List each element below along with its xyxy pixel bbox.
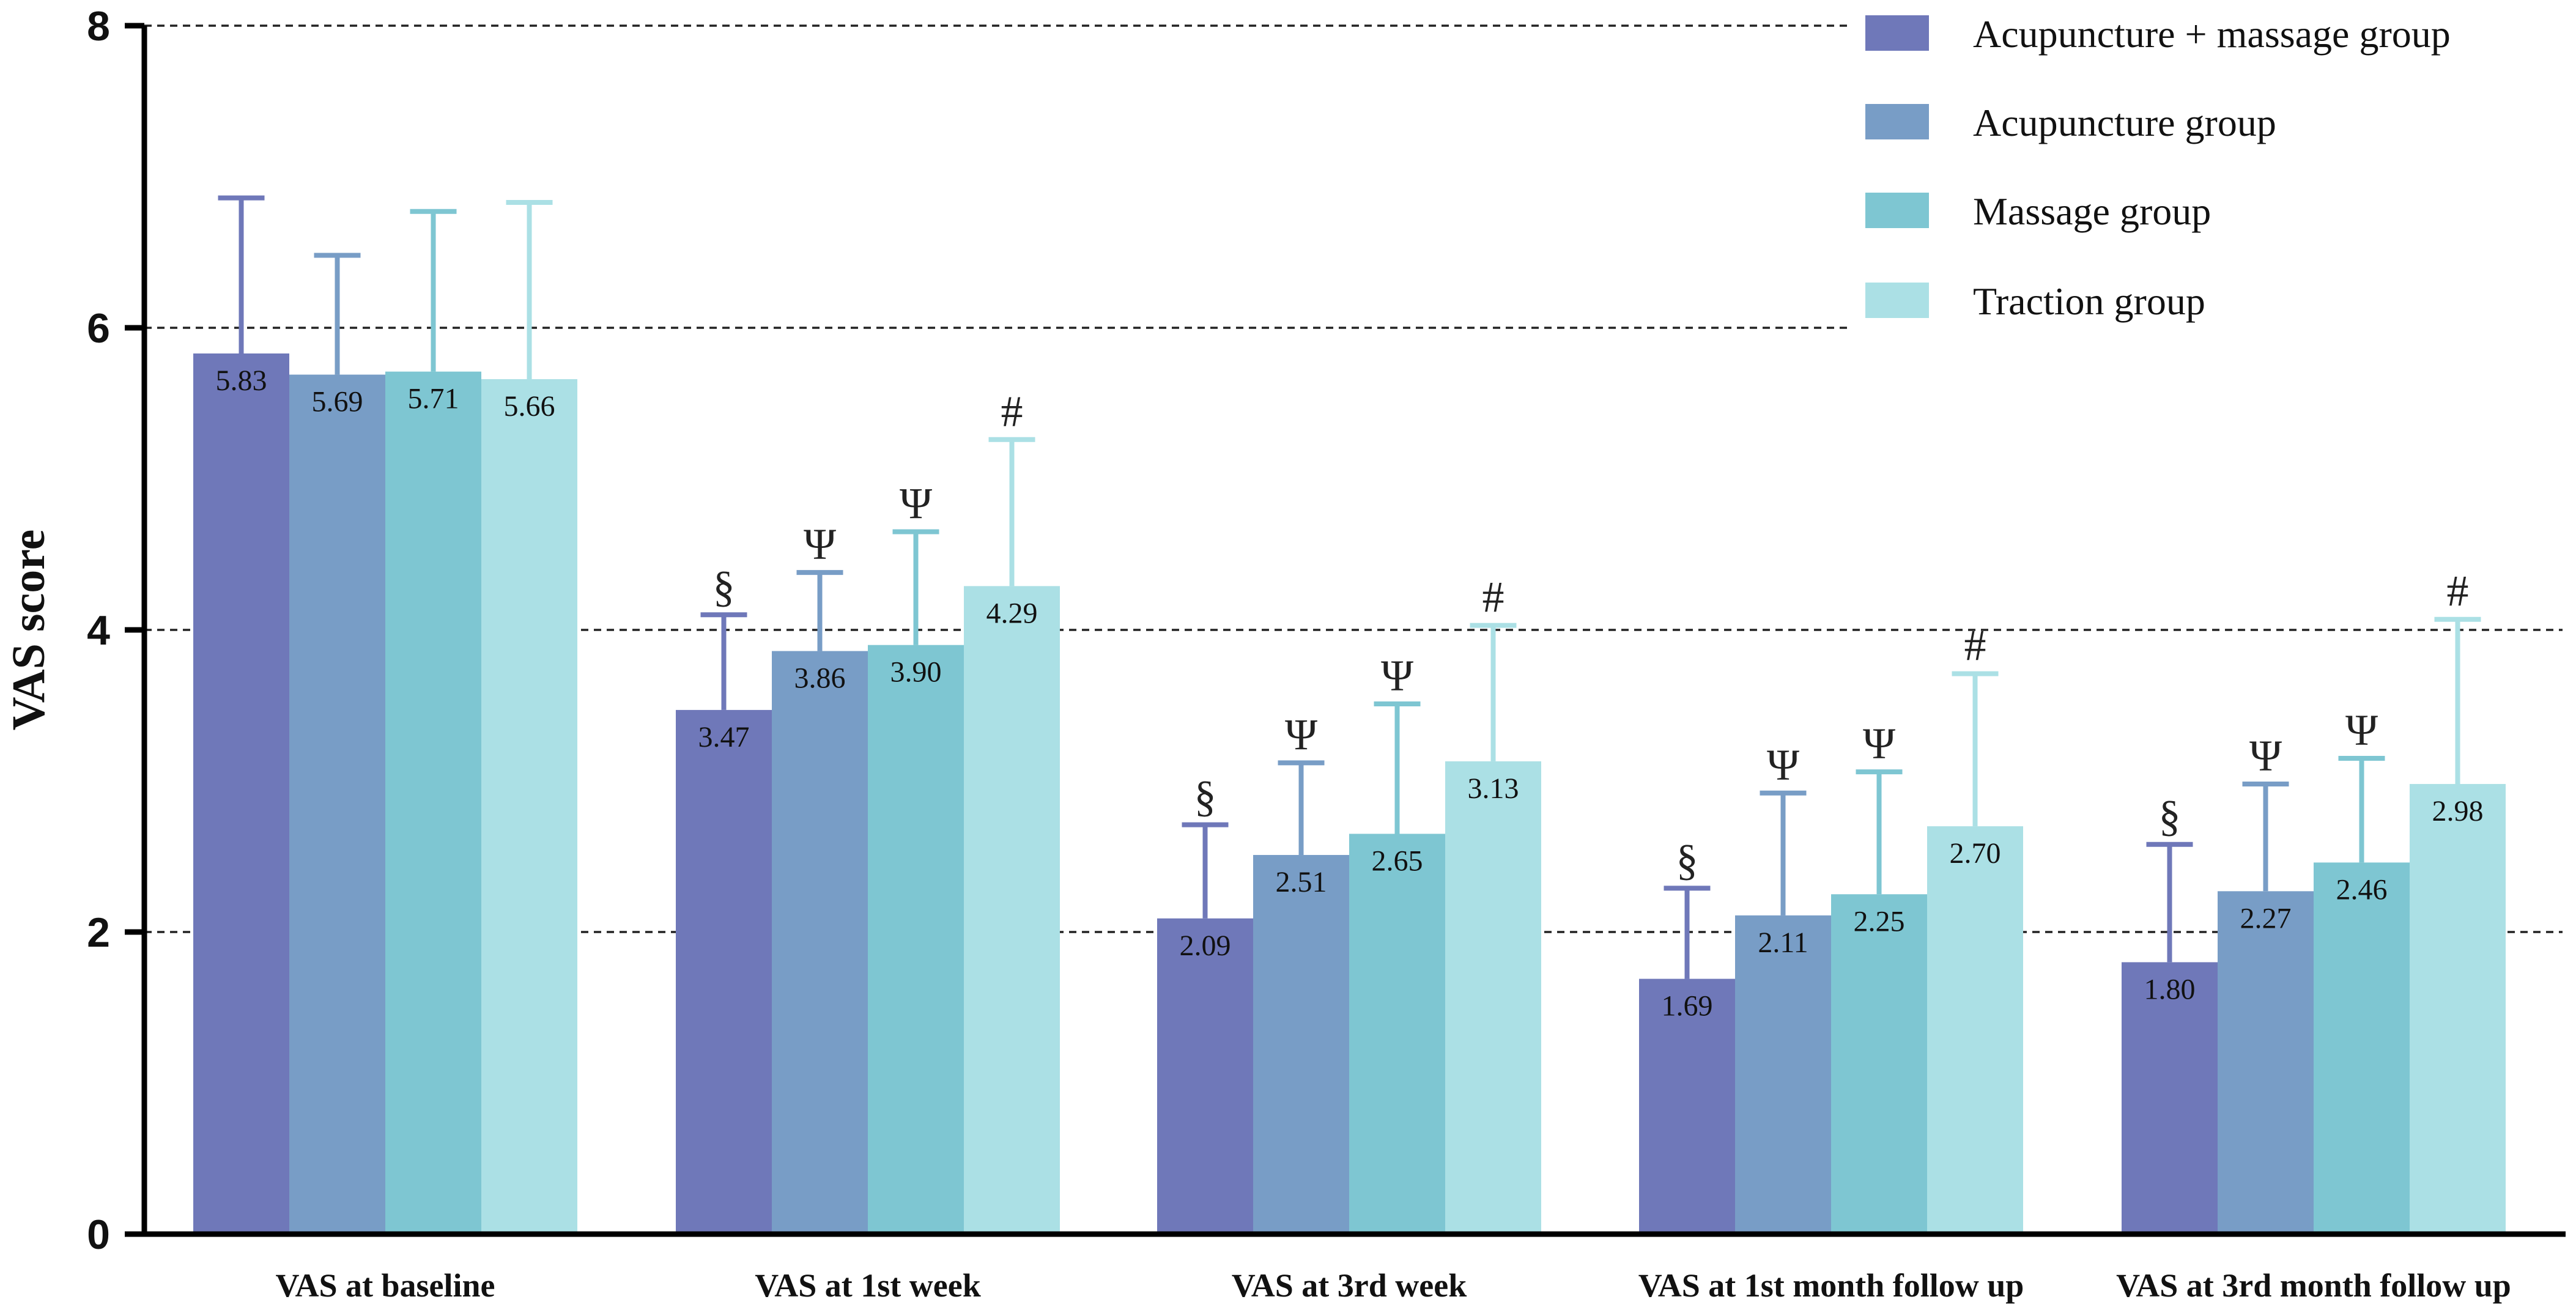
x-category-label: VAS at 3rd week [1232,1267,1467,1304]
bar-value-label: 4.29 [986,597,1038,629]
bar-value-label: 2.51 [1276,866,1327,898]
y-ticks: 0 2 4 6 8 [87,3,144,1258]
legend-background [1847,0,2576,342]
bar [1831,894,1927,1234]
bar-value-label: 2.98 [2432,795,2484,827]
significance-marker: Ψ [1285,710,1317,759]
y-tick-label-2: 2 [87,909,110,956]
y-tick-label-8: 8 [87,3,110,50]
bar-value-label: 2.25 [1854,905,1905,938]
bar [1253,855,1349,1234]
significance-marker: Ψ [804,520,836,569]
significance-marker: # [1964,621,1986,670]
bar [868,645,964,1234]
bar [385,371,481,1234]
legend-swatch [1865,104,1929,139]
significance-marker: § [1194,772,1216,821]
bar-value-label: 5.69 [312,386,363,418]
bar-value-label: 5.83 [216,364,267,397]
bar-value-label: 2.11 [1758,926,1808,959]
significance-marker: # [1482,573,1505,622]
significance-marker: Ψ [2249,731,2282,780]
bar [1639,978,1735,1234]
x-category-label: VAS at baseline [275,1267,495,1304]
y-axis-title: VAS score [3,530,54,731]
legend-label: Acupuncture + massage group [1973,12,2451,56]
significance-marker: Ψ [900,479,932,528]
bars: 5.83 5.69 5.71 5.66 3.47 § 3.86 Ψ 3.90 Ψ 4.29 #2.09… [193,195,2506,1234]
y-tick-label-0: 0 [87,1211,110,1258]
bar-value-label: 1.69 [1662,990,1713,1023]
significance-marker: Ψ [1381,651,1413,700]
bar [193,353,289,1234]
y-tick-label-6: 6 [87,305,110,352]
x-category-label: VAS at 3rd month follow up [2116,1267,2511,1304]
bar-value-label: 2.27 [2240,902,2292,934]
x-category-label: VAS at 1st month follow up [1638,1267,2024,1304]
bar-value-label: 5.66 [504,390,555,423]
significance-marker: § [713,562,735,611]
bar [481,379,577,1234]
bar [676,709,772,1234]
bar-value-label: 3.90 [890,656,942,689]
legend-label: Massage group [1973,190,2211,233]
bar-value-label: 3.47 [698,721,750,753]
bar [964,586,1060,1234]
legend-swatch [1865,193,1929,228]
bar [1445,761,1541,1234]
x-category-label: VAS at 1st week [755,1267,981,1304]
bar [2410,783,2506,1234]
significance-marker: Ψ [2345,706,2378,755]
significance-marker: # [1001,387,1023,436]
y-tick-label-4: 4 [87,607,110,654]
bar-value-label: 2.09 [1180,930,1231,962]
legend: Acupuncture + massage group Acupuncture g… [1847,0,2576,342]
bar [2122,962,2218,1234]
bar-value-label: 2.65 [1372,845,1423,877]
bar [2218,891,2314,1234]
bar-value-label: 2.70 [1950,837,2001,870]
bar-value-label: 5.71 [408,383,459,415]
legend-swatch [1865,15,1929,51]
bar [1157,918,1253,1234]
bar [289,374,385,1234]
bar [1735,915,1831,1234]
bar-value-label: 3.86 [794,662,846,695]
legend-swatch [1865,283,1929,318]
significance-marker: Ψ [1863,719,1895,768]
bar-value-label: 2.46 [2336,873,2388,906]
legend-label: Traction group [1973,279,2205,323]
bar-value-label: 1.80 [2144,973,2196,1005]
bar-value-label: 3.13 [1468,772,1519,805]
bar [1927,826,2023,1234]
significance-marker: § [1676,835,1698,884]
bar [772,651,868,1234]
x-category-labels: VAS at baseline VAS at 1st week VAS at 3rd… [275,1267,2511,1304]
significance-marker: Ψ [1767,741,1799,790]
significance-marker: § [2159,792,2181,841]
bar [2314,862,2410,1234]
bar [1349,834,1445,1234]
legend-label: Acupuncture group [1973,101,2276,144]
significance-marker: # [2447,567,2469,616]
